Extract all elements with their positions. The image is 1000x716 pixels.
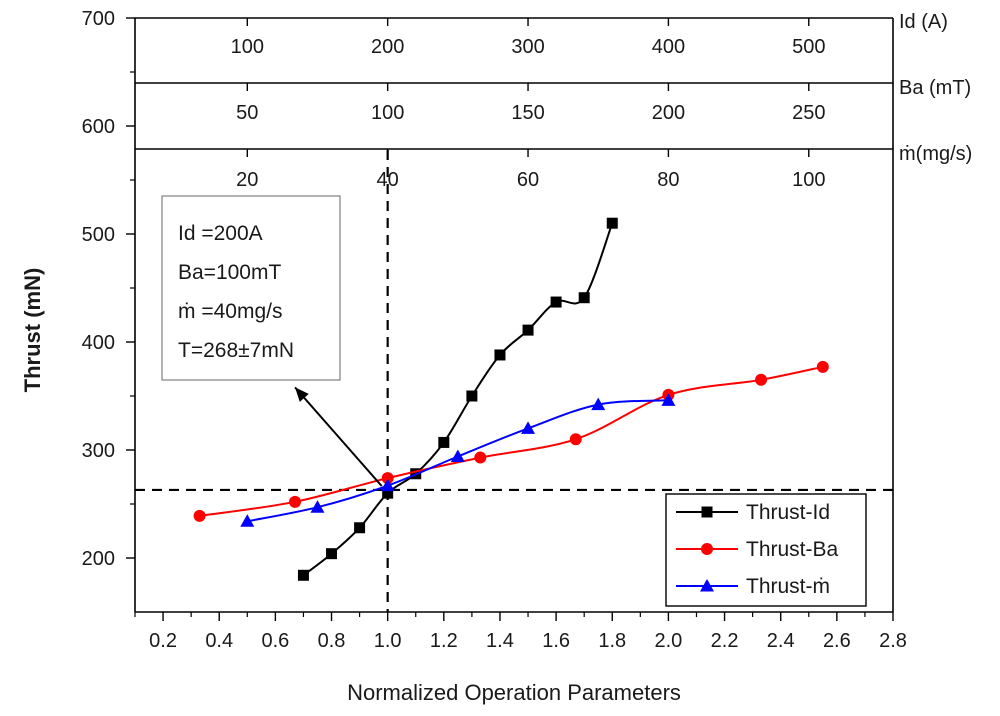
x-tick-label: 1.8 bbox=[598, 630, 626, 652]
secondary-axes: 100 200 300 400 500 Id (A) 50 100 150 200 250 Ba (m… bbox=[135, 11, 972, 191]
annotation-line: T=268±7mN bbox=[178, 339, 294, 362]
legend: Thrust-Id Thrust-Ba Thrust-ṁ bbox=[665, 493, 867, 607]
x-tick-label: 1.2 bbox=[430, 630, 458, 652]
secondary-tick-label: 100 bbox=[371, 102, 404, 124]
data-point-thrust-id bbox=[326, 548, 338, 560]
x-tick-label: 1.0 bbox=[374, 630, 402, 652]
secondary-tick-label: 200 bbox=[371, 36, 404, 58]
x-tick-label: 0.4 bbox=[205, 630, 233, 652]
legend-label: Thrust-Ba bbox=[746, 538, 839, 561]
legend-marker-thrust-m bbox=[700, 579, 714, 592]
data-point-thrust-id bbox=[466, 390, 478, 402]
data-point-thrust-ba bbox=[474, 451, 487, 464]
legend-label: Thrust-ṁ bbox=[746, 575, 830, 598]
data-point-thrust-id bbox=[550, 296, 562, 308]
data-point-thrust-m bbox=[450, 449, 465, 462]
secondary-axis-title: Ba (mT) bbox=[899, 77, 971, 99]
secondary-tick-label: 250 bbox=[792, 102, 825, 124]
data-point-thrust-id bbox=[606, 217, 618, 229]
x-tick-label: 0.2 bbox=[149, 630, 177, 652]
y-tick-label: 400 bbox=[82, 332, 115, 354]
series-line-thrust-id bbox=[302, 222, 614, 577]
x-tick-label: 2.0 bbox=[655, 630, 683, 652]
data-point-thrust-m bbox=[521, 421, 536, 434]
secondary-axis-title: Id (A) bbox=[899, 11, 948, 33]
x-tick-label: 0.8 bbox=[318, 630, 346, 652]
y-tick-label: 200 bbox=[82, 548, 115, 570]
y-axis-title: Thrust (mN) bbox=[20, 268, 45, 393]
secondary-tick-label: 100 bbox=[231, 36, 264, 58]
data-point-thrust-m bbox=[240, 514, 255, 527]
data-point-thrust-id bbox=[438, 436, 450, 448]
secondary-tick-label: 60 bbox=[517, 169, 539, 191]
secondary-tick-label: 20 bbox=[236, 169, 258, 191]
data-point-thrust-m bbox=[591, 397, 606, 411]
y-tick-label: 300 bbox=[82, 440, 115, 462]
secondary-tick-label: 200 bbox=[652, 102, 685, 124]
data-point-thrust-id bbox=[354, 522, 366, 534]
data-point-thrust-m bbox=[380, 478, 395, 492]
data-point-thrust-m bbox=[661, 393, 676, 406]
x-tick-label: 1.6 bbox=[542, 630, 570, 652]
secondary-tick-label: 500 bbox=[792, 36, 825, 58]
annotation: Id =200A Ba=100mT ṁ =40mg/s T=268±7mN bbox=[161, 195, 383, 487]
annotation-line: Ba=100mT bbox=[178, 261, 281, 284]
annotation-arrow-shaft bbox=[294, 386, 383, 487]
secondary-tick-label: 300 bbox=[511, 36, 544, 58]
data-point-thrust-ba bbox=[193, 509, 206, 522]
data-point-thrust-ba bbox=[381, 472, 394, 485]
secondary-tick-label: 80 bbox=[657, 169, 679, 191]
secondary-tick-label: 150 bbox=[511, 102, 544, 124]
data-point-thrust-ba bbox=[755, 373, 768, 386]
annotation-line: ṁ =40mg/s bbox=[178, 300, 282, 323]
legend-marker-thrust-ba bbox=[701, 543, 713, 555]
reference-lines bbox=[135, 150, 893, 612]
axes: 0.2 0.4 0.6 0.8 1.0 1.2 1.4 1.6 1.8 2.0 2.2 2.4 2.6 2… bbox=[20, 8, 907, 705]
y-tick-label: 700 bbox=[82, 8, 115, 30]
legend-label: Thrust-Id bbox=[746, 501, 830, 524]
annotation-line: Id =200A bbox=[178, 222, 263, 245]
data-point-thrust-m bbox=[310, 500, 325, 513]
data-point-thrust-id bbox=[522, 324, 534, 336]
data-point-thrust-id bbox=[494, 349, 506, 361]
secondary-tick-label: 400 bbox=[652, 36, 685, 58]
annotation-box bbox=[161, 195, 341, 381]
x-tick-label: 2.2 bbox=[711, 630, 739, 652]
secondary-axis-title: ṁ(mg/s) bbox=[899, 143, 972, 165]
series-line-thrust-ba bbox=[199, 365, 824, 517]
legend-marker-thrust-id bbox=[701, 506, 713, 518]
x-tick-label: 2.8 bbox=[879, 630, 907, 652]
data-point-thrust-ba bbox=[569, 433, 582, 446]
secondary-tick-label: 40 bbox=[377, 169, 399, 191]
data-point-thrust-id bbox=[382, 487, 394, 499]
annotation-arrow-head bbox=[295, 387, 309, 402]
x-tick-label: 1.4 bbox=[486, 630, 514, 652]
data-point-thrust-ba bbox=[289, 495, 302, 508]
data-point-thrust-ba bbox=[816, 360, 829, 373]
data-point-thrust-id bbox=[578, 292, 590, 304]
data-point-thrust-id bbox=[297, 569, 309, 581]
x-tick-label: 0.6 bbox=[261, 630, 289, 652]
y-tick-label: 500 bbox=[82, 224, 115, 246]
y-tick-label: 600 bbox=[82, 116, 115, 138]
secondary-tick-label: 100 bbox=[792, 169, 825, 191]
secondary-tick-label: 50 bbox=[236, 102, 258, 124]
x-tick-label: 2.4 bbox=[767, 630, 795, 652]
x-axis-title: Normalized Operation Parameters bbox=[347, 680, 681, 705]
data-series bbox=[193, 217, 829, 581]
x-tick-label: 2.6 bbox=[823, 630, 851, 652]
